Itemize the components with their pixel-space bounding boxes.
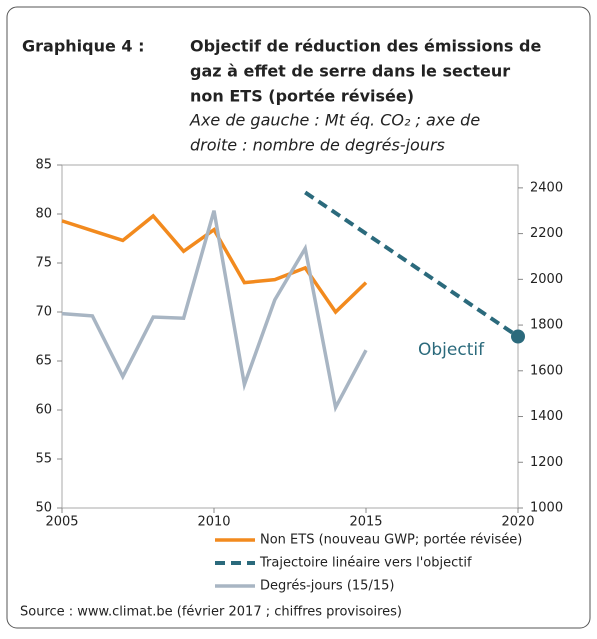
x-tick-label: 2015 [349,515,382,530]
legend-label: Degrés-jours (15/15) [260,579,394,594]
chart-subtitle: Axe de gauche : Mt éq. CO₂ ; axe de [189,111,480,130]
y2-tick-label: 1600 [530,363,563,378]
series-line [61,213,368,315]
y-tick-label: 50 [35,501,52,516]
chart-label: Graphique 4 : [22,37,145,56]
x-tick-label: 2010 [197,515,230,530]
y2-tick-label: 2400 [530,180,563,195]
legend-label: Non ETS (nouveau GWP; portée révisée) [260,533,522,548]
y-tick-label: 60 [35,403,52,418]
y-tick-label: 75 [35,256,52,271]
y-tick-label: 65 [35,354,52,369]
y-tick-label: 55 [35,452,52,467]
target-marker [511,329,525,344]
series-line [61,210,368,413]
y2-tick-label: 2000 [530,272,563,287]
source: Source : www.climat.be (février 2017 ; c… [20,605,402,620]
y2-tick-label: 2200 [530,226,563,241]
annotation: Objectif [418,340,485,360]
y-tick-label: 70 [35,305,52,320]
chart-title: non ETS (portée révisée) [190,87,414,106]
x-tick-label: 2005 [45,515,78,530]
x-tick-label: 2020 [501,515,534,530]
card [6,6,591,629]
y2-tick-label: 1400 [530,409,563,424]
y-tick-label: 80 [35,207,52,222]
y2-tick-label: 1800 [530,318,563,333]
chart-title: Objectif de réduction des émissions de [190,37,541,56]
y2-tick-label: 1000 [530,501,563,516]
chart-subtitle: droite : nombre de degrés-jours [190,136,445,155]
series-line [304,190,520,339]
legend-label: Trajectoire linéaire vers l'objectif [259,556,472,571]
y-tick-label: 85 [35,158,52,173]
y2-tick-label: 1200 [530,455,563,470]
chart-title: gaz à effet de serre dans le secteur [190,62,510,81]
